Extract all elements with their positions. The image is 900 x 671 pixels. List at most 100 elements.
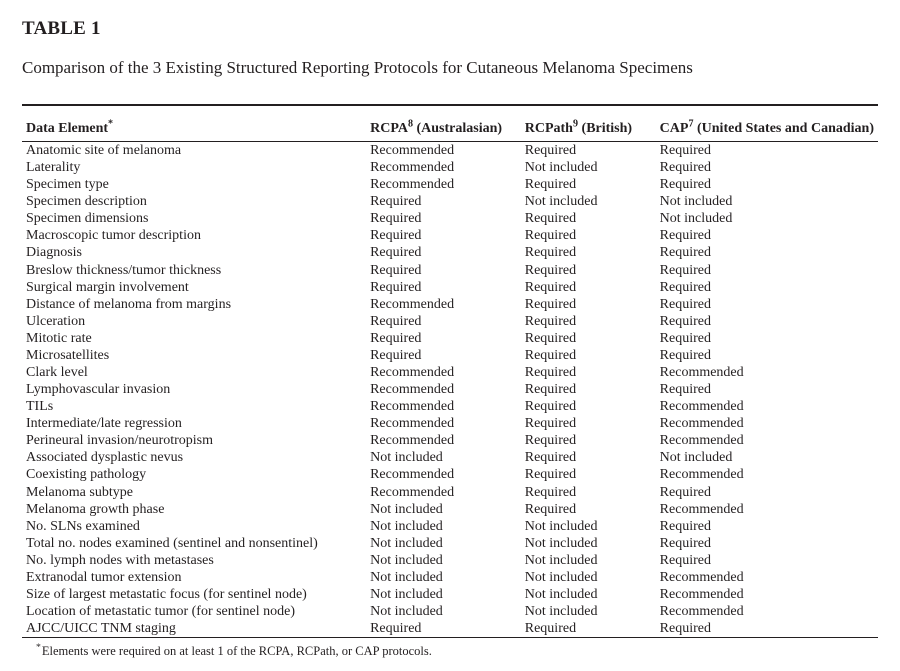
comparison-table: Data Element* RCPA8 (Australasian) RCPat… xyxy=(22,118,878,637)
cell-rcpa: Recommended xyxy=(366,415,521,432)
cell-cap: Recommended xyxy=(656,569,878,586)
header-data-element: Data Element* xyxy=(22,118,366,142)
table-row: LateralityRecommendedNot includedRequire… xyxy=(22,159,878,176)
table-row: No. SLNs examinedNot includedNot include… xyxy=(22,518,878,535)
cell-rcpath: Required xyxy=(521,432,656,449)
cell-cap: Required xyxy=(656,620,878,637)
cell-rcpath: Required xyxy=(521,381,656,398)
table-figure: TABLE 1 Comparison of the 3 Existing Str… xyxy=(0,0,900,671)
cell-rcpa: Required xyxy=(366,620,521,637)
cell-element: Specimen type xyxy=(22,176,366,193)
cell-element: Size of largest metastatic focus (for se… xyxy=(22,586,366,603)
cell-rcpa: Not included xyxy=(366,535,521,552)
cell-element: AJCC/UICC TNM staging xyxy=(22,620,366,637)
cell-cap: Required xyxy=(656,296,878,313)
header-element-sup: * xyxy=(108,118,113,129)
cell-rcpath: Required xyxy=(521,347,656,364)
cell-cap: Required xyxy=(656,484,878,501)
cell-rcpath: Required xyxy=(521,330,656,347)
table-row: Clark levelRecommendedRequiredRecommende… xyxy=(22,364,878,381)
cell-element: Coexisting pathology xyxy=(22,466,366,483)
cell-rcpath: Not included xyxy=(521,535,656,552)
cell-rcpa: Recommended xyxy=(366,381,521,398)
cell-rcpath: Not included xyxy=(521,552,656,569)
cell-rcpa: Not included xyxy=(366,449,521,466)
cell-cap: Recommended xyxy=(656,398,878,415)
cell-cap: Not included xyxy=(656,210,878,227)
cell-element: Mitotic rate xyxy=(22,330,366,347)
cell-element: Microsatellites xyxy=(22,347,366,364)
table-row: Associated dysplastic nevusNot includedR… xyxy=(22,449,878,466)
cell-element: Anatomic site of melanoma xyxy=(22,142,366,160)
footnote-text: Elements were required on at least 1 of … xyxy=(42,644,432,658)
cell-cap: Required xyxy=(656,244,878,261)
table-footnote: *Elements were required on at least 1 of… xyxy=(22,638,878,659)
table-row: Coexisting pathologyRecommendedRequiredR… xyxy=(22,466,878,483)
cell-element: Laterality xyxy=(22,159,366,176)
cell-rcpath: Required xyxy=(521,466,656,483)
cell-cap: Recommended xyxy=(656,466,878,483)
table-row: Size of largest metastatic focus (for se… xyxy=(22,586,878,603)
cell-rcpa: Required xyxy=(366,313,521,330)
cell-element: Distance of melanoma from margins xyxy=(22,296,366,313)
cell-rcpa: Recommended xyxy=(366,398,521,415)
cell-rcpa: Not included xyxy=(366,603,521,620)
cell-cap: Required xyxy=(656,279,878,296)
cell-cap: Recommended xyxy=(656,586,878,603)
table-label: TABLE 1 xyxy=(22,18,878,40)
cell-rcpath: Required xyxy=(521,398,656,415)
table-row: No. lymph nodes with metastases Not inclu… xyxy=(22,552,878,569)
cell-cap: Required xyxy=(656,535,878,552)
cell-rcpa: Required xyxy=(366,193,521,210)
header-row: Data Element* RCPA8 (Australasian) RCPat… xyxy=(22,118,878,142)
cell-rcpa: Required xyxy=(366,227,521,244)
table-row: Mitotic rateRequiredRequiredRequired xyxy=(22,330,878,347)
header-cap: CAP7 (United States and Canadian) xyxy=(656,118,878,142)
cell-element: Specimen description xyxy=(22,193,366,210)
table-row: Macroscopic tumor descriptionRequiredReq… xyxy=(22,227,878,244)
cell-rcpa: Recommended xyxy=(366,484,521,501)
cell-rcpath: Required xyxy=(521,364,656,381)
cell-element: Associated dysplastic nevus xyxy=(22,449,366,466)
cell-rcpath: Not included xyxy=(521,159,656,176)
table-row: Surgical margin involvementRequiredRequi… xyxy=(22,279,878,296)
cell-rcpath: Required xyxy=(521,142,656,160)
cell-element: Lymphovascular invasion xyxy=(22,381,366,398)
cell-element: Surgical margin involvement xyxy=(22,279,366,296)
cell-cap: Not included xyxy=(656,193,878,210)
cell-element: Macroscopic tumor description xyxy=(22,227,366,244)
cell-element: Melanoma subtype xyxy=(22,484,366,501)
cell-rcpa: Required xyxy=(366,279,521,296)
table-row: Intermediate/late regressionRecommendedR… xyxy=(22,415,878,432)
cell-rcpa: Recommended xyxy=(366,364,521,381)
cell-cap: Recommended xyxy=(656,364,878,381)
header-rcpa: RCPA8 (Australasian) xyxy=(366,118,521,142)
header-rcpath: RCPath9 (British) xyxy=(521,118,656,142)
table-row: Melanoma subtypeRecommendedRequiredRequi… xyxy=(22,484,878,501)
cell-element: Clark level xyxy=(22,364,366,381)
cell-cap: Required xyxy=(656,330,878,347)
header-rcpa-text: RCPA xyxy=(370,121,408,136)
cell-rcpath: Required xyxy=(521,262,656,279)
cell-element: No. lymph nodes with metastases xyxy=(22,552,366,569)
cell-rcpath: Required xyxy=(521,227,656,244)
cell-element: Ulceration xyxy=(22,313,366,330)
cell-rcpath: Required xyxy=(521,501,656,518)
cell-rcpath: Required xyxy=(521,176,656,193)
table-row: Extranodal tumor extensionNot includedNo… xyxy=(22,569,878,586)
cell-rcpath: Required xyxy=(521,296,656,313)
cell-rcpa: Required xyxy=(366,210,521,227)
cell-rcpath: Required xyxy=(521,244,656,261)
cell-rcpa: Required xyxy=(366,262,521,279)
cell-element: Total no. nodes examined (sentinel and n… xyxy=(22,535,366,552)
cell-rcpa: Required xyxy=(366,347,521,364)
cell-rcpath: Not included xyxy=(521,569,656,586)
table-row: Lymphovascular invasionRecommendedRequir… xyxy=(22,381,878,398)
table-row: Location of metastatic tumor (for sentin… xyxy=(22,603,878,620)
cell-rcpa: Recommended xyxy=(366,142,521,160)
cell-cap: Recommended xyxy=(656,415,878,432)
cell-rcpath: Not included xyxy=(521,193,656,210)
table-row: AJCC/UICC TNM stagingRequiredRequiredReq… xyxy=(22,620,878,637)
cell-cap: Not included xyxy=(656,449,878,466)
table-row: Specimen descriptionRequiredNot included… xyxy=(22,193,878,210)
